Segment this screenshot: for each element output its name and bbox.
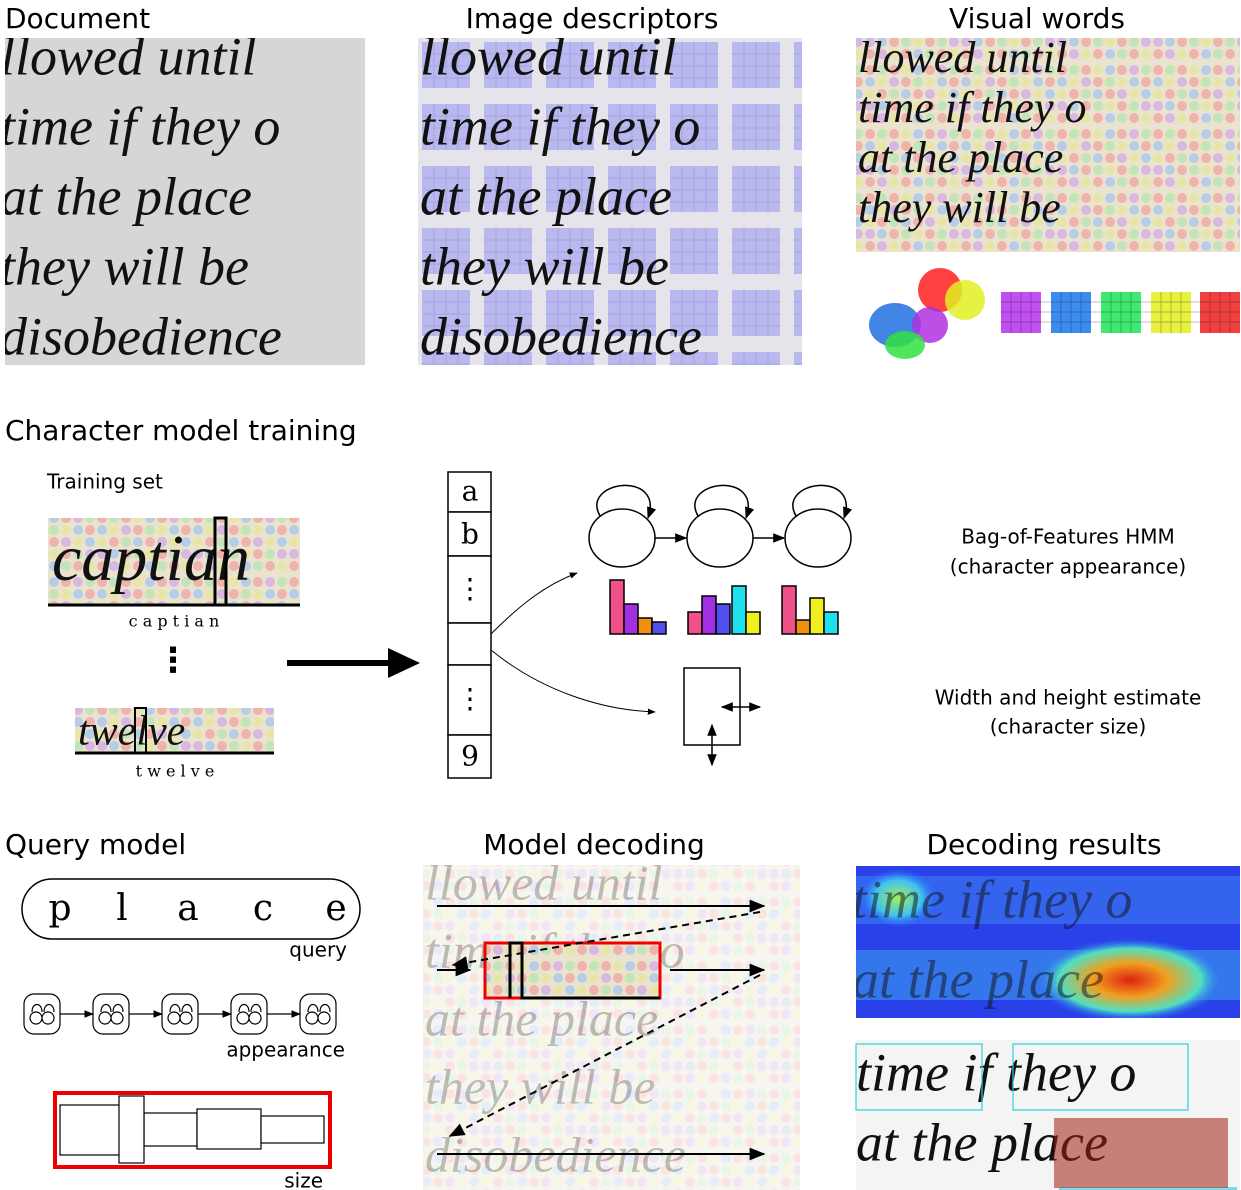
best-match bbox=[1054, 1118, 1228, 1188]
word-caption: c a p t i a n bbox=[129, 612, 220, 631]
size-subtitle: (character size) bbox=[990, 715, 1147, 739]
handwriting-line: llowed until bbox=[425, 854, 663, 910]
handwriting-line: llowed until bbox=[0, 26, 257, 86]
handwriting-line: at the place bbox=[858, 133, 1063, 182]
size-box bbox=[684, 668, 760, 765]
query-letter: a bbox=[177, 888, 198, 929]
ellipsis: ⋮ bbox=[156, 641, 190, 681]
character: a bbox=[462, 475, 479, 508]
panel-title: Document bbox=[5, 2, 150, 35]
size-label: size bbox=[284, 1169, 323, 1190]
panel-title: Visual words bbox=[949, 2, 1125, 35]
handwriting: llowed until time if they o at the place th… bbox=[0, 26, 282, 366]
handwriting-line: they will be bbox=[425, 1058, 656, 1114]
training-set-label: Training set bbox=[46, 470, 163, 494]
panel-title: Query model bbox=[5, 828, 186, 861]
appearance-hmm bbox=[99, 1005, 123, 1025]
character: ⋮ bbox=[456, 682, 484, 715]
word-caption: t w e l v e bbox=[136, 762, 215, 781]
panel-title: Model decoding bbox=[483, 828, 705, 861]
cluster-scatter bbox=[869, 268, 985, 359]
handwriting-line: they will be bbox=[0, 236, 249, 296]
handwriting-line: llowed until bbox=[858, 33, 1067, 82]
handwriting-line: at the place bbox=[420, 166, 672, 226]
handwriting-line: time if they o bbox=[0, 96, 280, 156]
query-letter: c bbox=[253, 888, 273, 929]
size-title: Width and height estimate bbox=[935, 686, 1202, 710]
query-label: query bbox=[289, 938, 347, 962]
appearance-state bbox=[162, 994, 198, 1034]
handwriting-line: disobedience bbox=[420, 306, 702, 366]
handwriting-line: llowed until bbox=[420, 26, 677, 86]
query-letter: p bbox=[48, 888, 71, 929]
handwriting-line: disobedience bbox=[0, 306, 282, 366]
handwriting: llowed until time if they o at the place th… bbox=[420, 26, 702, 366]
appearance-state bbox=[93, 994, 129, 1034]
appearance-hmm bbox=[237, 1005, 261, 1025]
appearance-state bbox=[300, 994, 336, 1034]
codebook bbox=[1001, 292, 1240, 333]
handwriting-line: time if they o bbox=[858, 83, 1087, 132]
handwriting-line: time if they o bbox=[856, 1042, 1136, 1102]
section-title: Character model training bbox=[5, 414, 357, 447]
character: 9 bbox=[461, 740, 479, 773]
handwriting-line: they will be bbox=[858, 183, 1061, 232]
query-letter: e bbox=[325, 888, 346, 929]
appearance-hmm bbox=[306, 1005, 330, 1025]
appearance-hmm bbox=[168, 1005, 192, 1025]
character: b bbox=[461, 518, 479, 551]
character: ⋮ bbox=[456, 572, 484, 605]
handwriting-line: time if they o bbox=[852, 869, 1132, 929]
histograms bbox=[610, 580, 838, 634]
appearance-state bbox=[231, 994, 267, 1034]
figure: Document Image descriptors Visual words … bbox=[0, 0, 1241, 1190]
panel-title: Decoding results bbox=[926, 828, 1161, 861]
hmm-subtitle: (character appearance) bbox=[950, 555, 1186, 579]
word: captian bbox=[52, 522, 250, 595]
panel-title: Image descriptors bbox=[466, 2, 719, 35]
size-model bbox=[55, 1093, 330, 1167]
hmm-title: Bag-of-Features HMM bbox=[961, 525, 1175, 549]
appearance-label: appearance bbox=[226, 1038, 345, 1062]
appearance-hmm bbox=[30, 1005, 54, 1025]
appearance-model bbox=[24, 994, 336, 1034]
handwriting-line: they will be bbox=[420, 236, 669, 296]
appearance-state bbox=[24, 994, 60, 1034]
hmm bbox=[589, 485, 851, 567]
handwriting-line: at the place bbox=[852, 949, 1104, 1009]
word: twelve bbox=[78, 709, 185, 755]
handwriting-line: time if they o bbox=[420, 96, 700, 156]
query-letter: l bbox=[116, 888, 128, 929]
handwriting-line: at the place bbox=[0, 166, 252, 226]
